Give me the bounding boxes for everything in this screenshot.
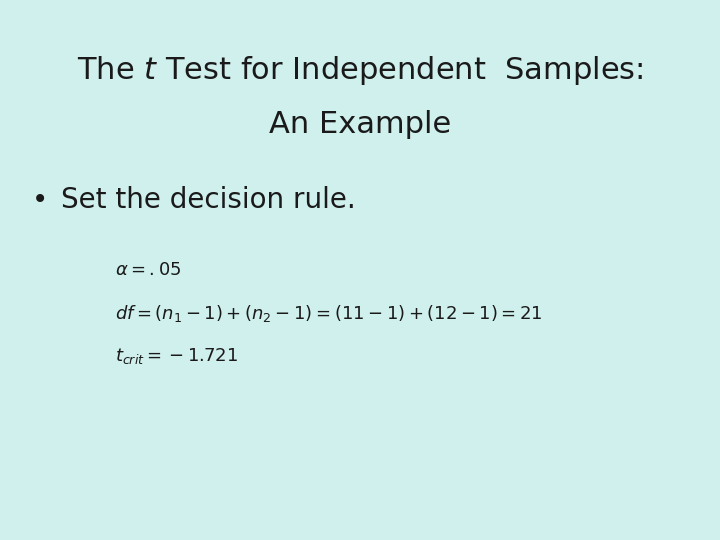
Text: $t_{crit} = -1.721$: $t_{crit} = -1.721$ (115, 346, 238, 367)
Text: The $\mathit{t}$ Test for Independent  Samples:: The $\mathit{t}$ Test for Independent Sa… (77, 53, 643, 87)
Text: An Example: An Example (269, 110, 451, 139)
Text: •: • (32, 186, 48, 214)
Text: $\alpha = .05$: $\alpha = .05$ (115, 261, 181, 279)
Text: Set the decision rule.: Set the decision rule. (61, 186, 356, 214)
Text: $df = (n_1 - 1) + (n_2 - 1) = (11 - 1) + (12 - 1) = 21$: $df = (n_1 - 1) + (n_2 - 1) = (11 - 1) +… (115, 303, 543, 323)
